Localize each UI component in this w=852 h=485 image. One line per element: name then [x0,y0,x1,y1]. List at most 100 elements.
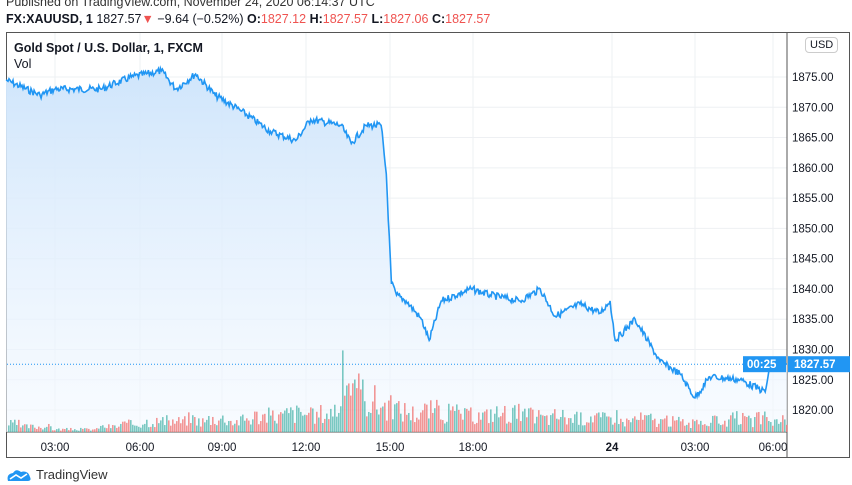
volume-bar [662,419,664,432]
volume-bar [700,420,702,432]
volume-bar [296,405,298,432]
volume-bar [412,406,414,432]
volume-bar [320,405,322,432]
volume-bar [232,425,234,432]
volume-bar [384,402,386,432]
volume-bar [12,422,14,432]
volume-bar [182,419,184,432]
volume-bar [726,426,728,432]
volume-bar [310,407,312,432]
volume-bar [482,412,484,432]
volume-bar [610,417,612,432]
volume-bar [10,419,12,432]
volume-bar [426,404,428,432]
volume-bar [172,419,174,432]
volume-bar [560,416,562,432]
volume-bar [754,417,756,432]
volume-bar [644,415,646,432]
volume-bar [722,424,724,432]
volume-bar [520,421,522,432]
open-label: O: [247,12,261,26]
volume-bar [46,426,48,432]
volume-bar [74,429,76,432]
volume-bar [750,418,752,432]
y-tick-label: 1860.00 [792,163,834,175]
volume-bar [430,400,432,432]
volume-bar [578,424,580,432]
volume-bar [478,412,480,432]
x-tick-label: 03:00 [41,442,70,454]
volume-bar [550,415,552,432]
volume-bar [392,419,394,432]
volume-bar [94,429,96,432]
volume-bar [266,422,268,432]
volume-bar [732,412,734,432]
volume-bar [332,416,334,432]
volume-bar [32,424,34,432]
volume-bar [606,416,608,432]
volume-bar [582,425,584,432]
volume-bar [186,425,188,432]
volume-bar [150,426,152,432]
volume-bar [350,395,352,432]
volume-bar [70,427,72,432]
volume-bar [624,426,626,432]
open-value: 1827.12 [260,12,307,26]
volume-bar [126,422,128,432]
volume-bar [348,383,350,432]
volume-bar [100,425,102,432]
volume-bar [128,419,130,432]
volume-bar [490,409,492,432]
volume-bar [346,385,348,432]
volume-bar [258,424,260,432]
volume-bar [506,423,508,432]
volume-bar [686,424,688,432]
volume-bar [634,416,636,432]
volume-bar [466,408,468,432]
volume-bar [368,411,370,432]
volume-bar [244,420,246,432]
volume-bar [498,417,500,432]
volume-bar [354,379,356,432]
volume-bar [614,422,616,432]
volume-bar [80,427,82,432]
volume-bar [450,410,452,432]
x-tick-label: 06:00 [126,442,155,454]
tradingview-logo[interactable]: TradingView [6,467,108,482]
volume-bar [242,414,244,432]
volume-bar [362,379,364,432]
volume-bar [180,423,182,432]
volume-bar [42,429,44,432]
volume-bar [90,430,92,432]
volume-bar [316,411,318,432]
volume-bar [664,418,666,432]
volume-bar [208,416,210,432]
volume-bar [680,421,682,432]
volume-bar [86,428,88,432]
volume-bar [748,415,750,432]
volume-bar [306,415,308,432]
volume-bar [410,420,412,432]
volume-bar [570,418,572,432]
volume-bar [688,422,690,432]
volume-bar [510,422,512,432]
volume-bar [196,425,198,432]
volume-bar [672,416,674,432]
volume-bar [476,422,478,432]
volume-bar [574,414,576,432]
volume-bar [690,428,692,432]
volume-bar [710,422,712,432]
volume-bar [356,388,358,432]
currency-button[interactable]: USD [805,37,839,53]
volume-bar [530,407,532,432]
volume-bar [344,395,346,432]
triangle-down-icon: ▼ [141,12,154,26]
volume-bar [592,422,594,432]
volume-bar [136,425,138,432]
volume-bar [264,413,266,432]
volume-bar [218,420,220,432]
volume-bar [366,416,368,432]
volume-bar [472,421,474,432]
volume-bar [122,421,124,432]
